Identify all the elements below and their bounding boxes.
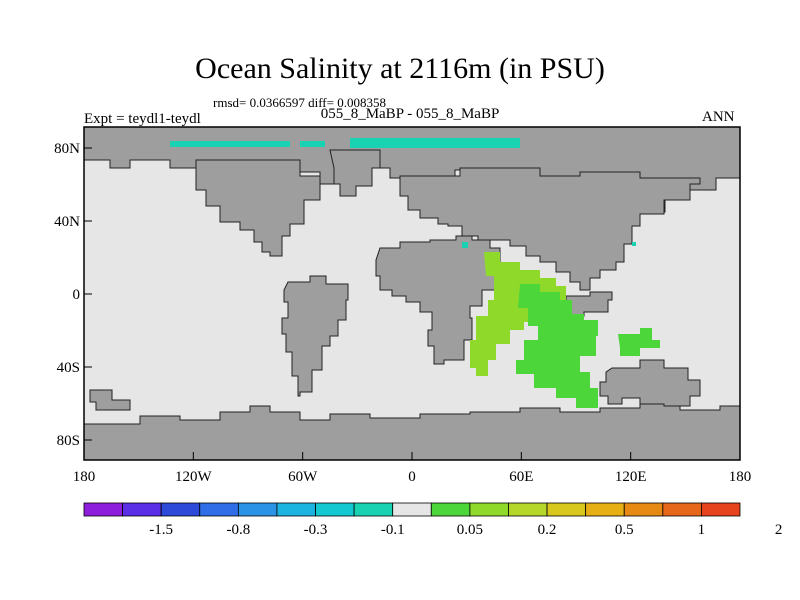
y-tick-label: 40S [57,360,80,376]
y-tick-label: 40N [54,214,80,230]
x-tick-label: 120E [615,469,647,485]
anomaly-med-spot [462,242,468,248]
colorbar-label: -0.1 [381,522,405,538]
colorbar-label: 2 [775,522,783,538]
period-label: 055_8_MaBP - 055_8_MaBP [320,106,500,122]
x-tick-label: 120W [175,469,213,485]
x-tick-label: 180 [73,469,96,485]
colorbar-swatch [315,502,355,517]
land-south-america [281,275,349,397]
land-antarctica [83,401,741,461]
colorbar-label: -0.3 [304,522,328,538]
colorbar-label: -0.8 [226,522,250,538]
colorbar-swatch [662,502,702,517]
anomaly-australia-south [618,328,660,356]
colorbar-label: 1 [698,522,706,538]
colorbar-swatch [701,502,741,517]
colorbar-swatch [83,502,123,517]
season-label: ANN [702,109,735,125]
anomaly-pacific-spot [632,242,636,246]
map-panel [83,126,741,461]
colorbar-label: 0.2 [538,522,557,538]
colorbar-label: 0.05 [457,522,483,538]
colorbar-swatch [430,502,471,517]
y-tick-label: 80N [54,141,80,157]
colorbar: -1.5 -0.8 -0.3 -0.1 0.05 0.2 0.5 1 2 [83,502,783,538]
x-tick-label: 60W [288,469,318,485]
y-tick-label: 80S [57,433,80,449]
x-tick-label: 0 [408,469,416,485]
land-eurasia [399,167,701,291]
colorbar-swatch [237,502,278,517]
anomaly-indian-ocean [470,252,566,376]
colorbar-swatch [623,502,664,517]
anomaly-arctic-band [170,138,520,148]
colorbar-swatch [508,502,548,517]
x-tick-label: 180 [729,469,752,485]
colorbar-swatch [353,502,394,517]
x-axis: 180 120W 60W 0 60E 120E 180 [73,452,752,485]
colorbar-swatch [546,502,587,517]
colorbar-swatch [199,502,239,517]
anomaly-layer [170,138,660,408]
colorbar-swatch [122,502,162,517]
land-se-asia-islands [565,291,613,317]
colorbar-swatch [392,502,432,517]
land-australia [599,359,701,407]
colorbar-label: 0.5 [615,522,634,538]
land-africa [375,235,501,365]
land-layer [83,126,741,461]
land-greenland [329,149,381,197]
colorbar-label: -1.5 [149,522,173,538]
colorbar-swatch [276,502,316,517]
colorbar-swatch [469,502,509,517]
stats-line: rmsd= 0.0366597 diff= 0.008358 [213,95,386,110]
colorbar-swatch [585,502,625,517]
colorbar-swatch [160,502,201,517]
x-tick-label: 60E [509,469,533,485]
y-axis: 80N 40N 0 40S 80S [54,141,92,449]
anomaly-indian-core [516,284,598,408]
map-title: Ocean Salinity at 2116m (in PSU) [195,52,605,85]
land-north-america [195,159,321,257]
experiment-label: Expt = teydl1-teydl [84,111,201,127]
land-small-islands-west [89,389,131,411]
y-tick-label: 0 [73,287,81,303]
